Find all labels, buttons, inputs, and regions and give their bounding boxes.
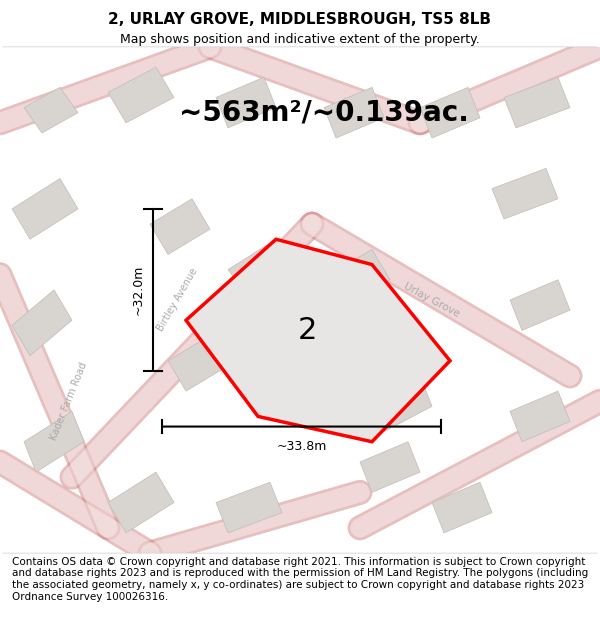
Text: Map shows position and indicative extent of the property.: Map shows position and indicative extent… — [120, 32, 480, 46]
Polygon shape — [510, 280, 570, 331]
Polygon shape — [330, 249, 390, 305]
Text: ~563m²/~0.139ac.: ~563m²/~0.139ac. — [179, 99, 469, 127]
Polygon shape — [372, 376, 432, 432]
Polygon shape — [186, 239, 450, 442]
Text: 2, URLAY GROVE, MIDDLESBROUGH, TS5 8LB: 2, URLAY GROVE, MIDDLESBROUGH, TS5 8LB — [109, 12, 491, 27]
Polygon shape — [168, 336, 228, 391]
Polygon shape — [510, 391, 570, 442]
Polygon shape — [12, 290, 72, 356]
Polygon shape — [360, 442, 420, 493]
Polygon shape — [216, 482, 282, 533]
Polygon shape — [24, 411, 84, 472]
Polygon shape — [108, 67, 174, 122]
Text: Contains OS data © Crown copyright and database right 2021. This information is : Contains OS data © Crown copyright and d… — [12, 557, 588, 601]
Text: ~32.0m: ~32.0m — [131, 265, 145, 315]
Polygon shape — [12, 179, 78, 239]
Polygon shape — [108, 472, 174, 533]
Polygon shape — [24, 88, 78, 133]
Text: Kader Farm Road: Kader Farm Road — [49, 361, 89, 442]
Polygon shape — [216, 78, 276, 128]
Text: Birtley Avenue: Birtley Avenue — [155, 267, 199, 333]
Polygon shape — [228, 239, 300, 300]
Polygon shape — [150, 199, 210, 254]
Text: Urlay Grove: Urlay Grove — [403, 281, 461, 319]
Polygon shape — [504, 78, 570, 128]
Text: 2: 2 — [298, 316, 317, 345]
Polygon shape — [288, 341, 360, 401]
Polygon shape — [492, 168, 558, 219]
Polygon shape — [420, 88, 480, 138]
Polygon shape — [432, 482, 492, 533]
Text: ~33.8m: ~33.8m — [277, 440, 326, 453]
Polygon shape — [324, 88, 384, 138]
